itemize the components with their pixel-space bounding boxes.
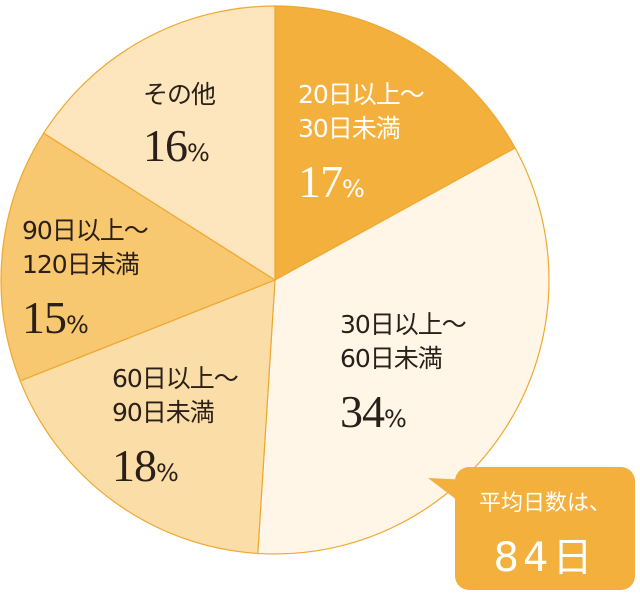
percent-sign: % xyxy=(156,459,179,487)
pie-slice-1 xyxy=(257,147,550,555)
slice-label-30-60: 30日以上～ 60日未満 34% xyxy=(340,308,467,447)
pie-slice-3 xyxy=(0,132,277,382)
percent-sign: % xyxy=(384,405,407,433)
slice-percent: 34% xyxy=(340,384,466,447)
slice-label-90-120: 90日以上～ 120日未満 15% xyxy=(22,214,149,353)
callout-caption: 平均日数は、 xyxy=(478,491,611,516)
slice-percent: 17% xyxy=(298,154,424,217)
pie-slice-4 xyxy=(42,5,276,282)
slice-label-line1: 60日以上～ xyxy=(112,364,239,393)
percent-value: 34 xyxy=(340,386,385,437)
percent-sign: % xyxy=(187,139,210,167)
slice-label-line1: 20日以上～ xyxy=(298,80,425,109)
slice-percent: 18% xyxy=(112,438,238,501)
callout-value: 84日 xyxy=(493,535,597,581)
slice-label-line1: 30日以上～ xyxy=(340,310,467,339)
percent-sign: % xyxy=(342,175,365,203)
percent-value: 15 xyxy=(22,292,67,343)
pie-slice-0 xyxy=(274,5,516,282)
slice-label-line2: 120日未満 xyxy=(22,250,140,279)
slice-label-20-30: 20日以上～ 30日未満 17% xyxy=(298,78,425,217)
percent-value: 16 xyxy=(143,120,188,171)
pie-slice-2 xyxy=(19,279,276,555)
slice-label-line1: 90日以上～ xyxy=(22,216,149,245)
slice-percent: 15% xyxy=(22,290,148,353)
slice-label-line2: 60日未満 xyxy=(340,344,443,373)
percent-value: 17 xyxy=(298,156,343,207)
slice-label-line1: その他 xyxy=(143,80,216,109)
average-days-callout: 平均日数は、 84日 xyxy=(455,467,635,590)
slice-label-line2: 90日未満 xyxy=(112,398,215,427)
slice-percent: 16% xyxy=(143,118,215,181)
slice-label-60-90: 60日以上～ 90日未満 18% xyxy=(112,362,239,501)
slice-label-other: その他 16% xyxy=(143,78,216,181)
percent-value: 18 xyxy=(112,440,157,491)
percent-sign: % xyxy=(66,311,89,339)
slice-label-line2: 30日未満 xyxy=(298,114,401,143)
